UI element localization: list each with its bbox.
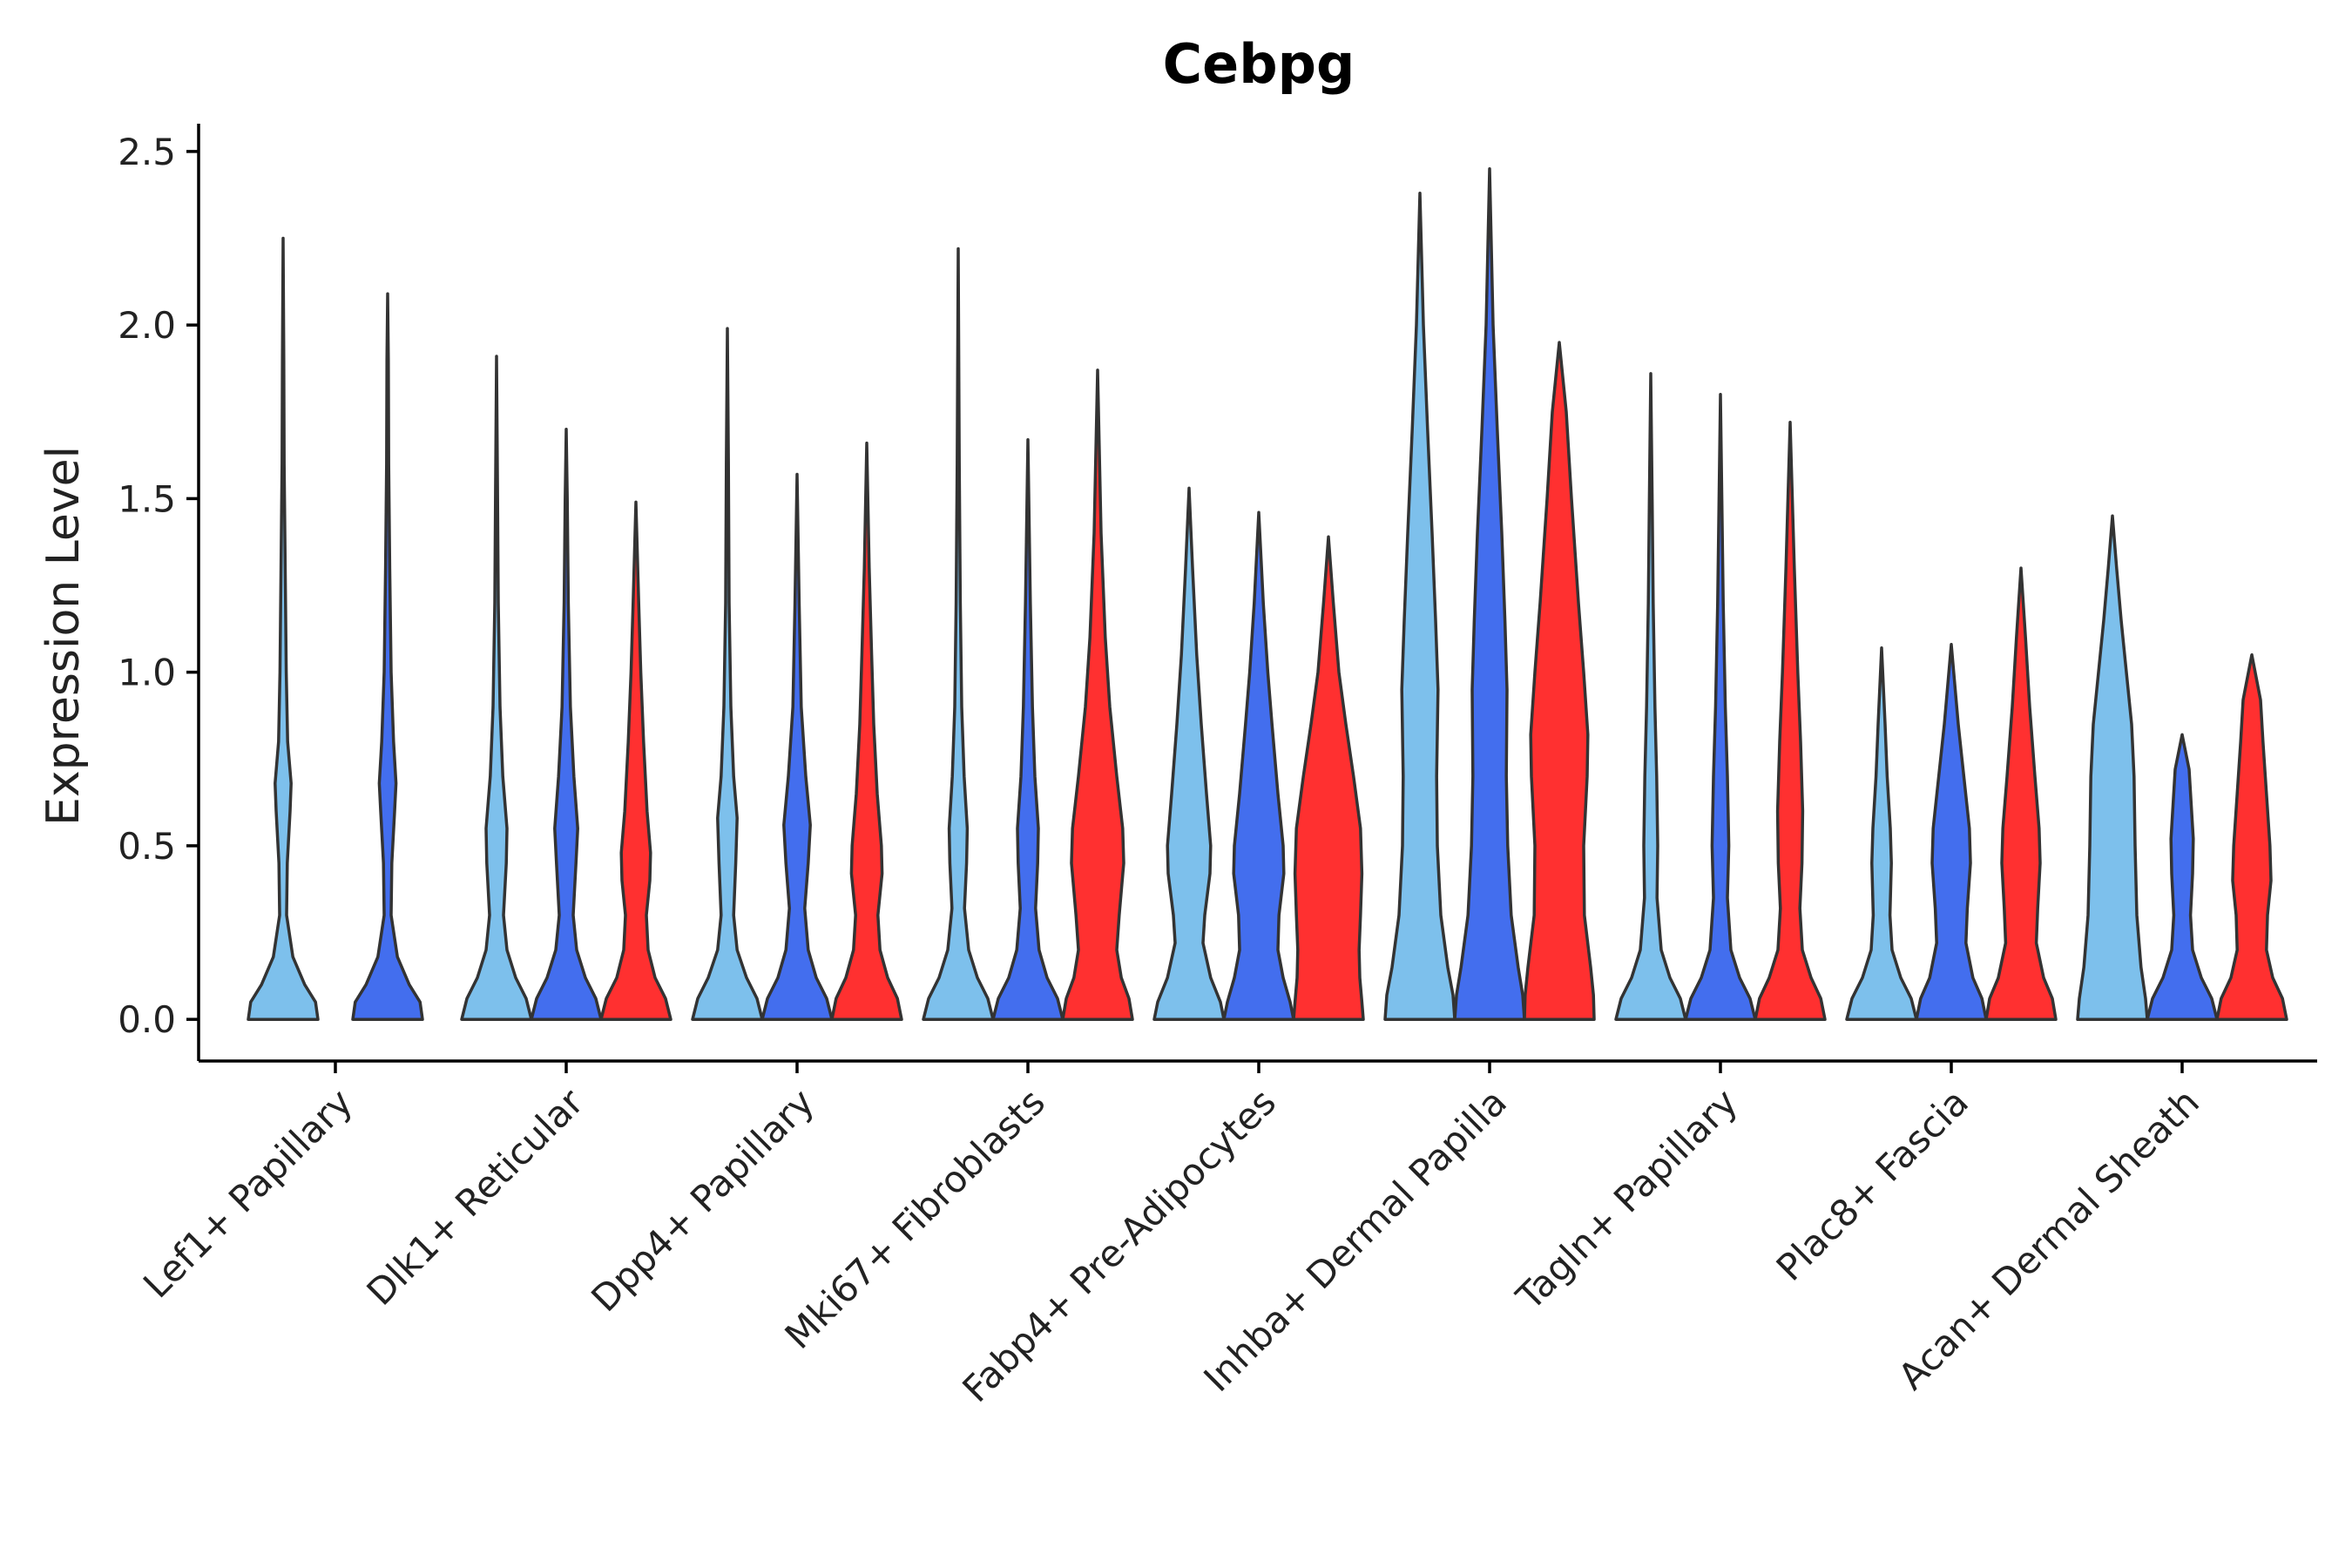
violin-7-2 bbox=[1684, 393, 1757, 1021]
x-tick-label: Mki67+ Fibroblasts bbox=[777, 1080, 1053, 1356]
violin-5-1 bbox=[1152, 486, 1226, 1021]
violin-2-1 bbox=[460, 355, 533, 1021]
violin-6-2 bbox=[1453, 167, 1526, 1021]
x-tick-label: Tagln+ Papillary bbox=[1508, 1080, 1746, 1318]
y-tick-label: 2.5 bbox=[118, 131, 176, 173]
violin-3-3 bbox=[830, 441, 903, 1021]
violin-5-2 bbox=[1222, 510, 1295, 1021]
y-tick-label: 0.0 bbox=[118, 998, 176, 1041]
violin-8-3 bbox=[1984, 566, 2058, 1021]
violin-4-1 bbox=[922, 247, 995, 1021]
violin-3-2 bbox=[760, 472, 834, 1021]
violin-9-3 bbox=[2215, 652, 2288, 1021]
violin-7-3 bbox=[1754, 420, 1827, 1021]
y-tick-label: 2.0 bbox=[118, 304, 176, 347]
violin-7-1 bbox=[1614, 372, 1687, 1021]
violin-8-1 bbox=[1845, 646, 1918, 1021]
violin-9-2 bbox=[2146, 733, 2219, 1021]
chart-title: Cebpg bbox=[1163, 32, 1355, 96]
violin-5-3 bbox=[1292, 535, 1365, 1021]
violin-9-1 bbox=[2076, 514, 2149, 1021]
violin-3-1 bbox=[691, 327, 764, 1021]
violin-8-2 bbox=[1915, 643, 1988, 1021]
y-tick-label: 1.5 bbox=[118, 477, 176, 520]
violin-1-1 bbox=[247, 236, 320, 1021]
violin-6-3 bbox=[1523, 341, 1596, 1021]
violin-6-1 bbox=[1383, 191, 1456, 1021]
violin-2-2 bbox=[530, 427, 603, 1021]
x-tick-label: Dlk1+ Reticular bbox=[359, 1080, 592, 1314]
y-tick-label: 1.0 bbox=[118, 652, 176, 694]
y-tick-label: 0.5 bbox=[118, 825, 176, 868]
x-tick-label: Plac8+ Fascia bbox=[1768, 1080, 1977, 1288]
x-tick-label: Dpp4+ Papillary bbox=[583, 1080, 822, 1320]
violin-4-2 bbox=[991, 437, 1064, 1021]
y-axis-title: Expression Level bbox=[37, 446, 90, 826]
violin-1-2 bbox=[351, 292, 424, 1021]
x-tick-label: Lef1+ Papillary bbox=[135, 1080, 361, 1306]
violin-2-3 bbox=[599, 500, 672, 1021]
violin-4-3 bbox=[1061, 368, 1134, 1021]
